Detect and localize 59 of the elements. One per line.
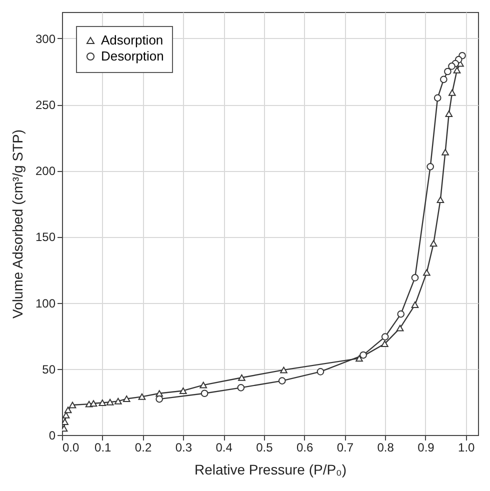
point — [280, 366, 288, 374]
point — [396, 324, 404, 332]
x-tick-label: 0.8 — [377, 440, 394, 454]
point — [381, 340, 388, 348]
y-tick-label: 0 — [48, 428, 56, 442]
x-tick-label: 0.6 — [296, 440, 314, 454]
legend-label: Desorption — [101, 48, 164, 64]
point — [444, 68, 452, 76]
y-tick-label: 150 — [35, 230, 56, 244]
y-tick-label: 250 — [35, 98, 56, 112]
point — [436, 196, 444, 203]
x-tick-label: 0.7 — [336, 440, 354, 454]
point — [423, 269, 430, 276]
x-tick-label: 0.9 — [418, 440, 435, 454]
y-tick-label: 200 — [35, 164, 56, 178]
point — [237, 384, 245, 392]
x-tick-label: 1.0 — [458, 440, 476, 454]
point — [278, 377, 286, 384]
point — [156, 395, 163, 403]
point — [426, 163, 434, 170]
x-tick-label: 0.5 — [256, 440, 274, 454]
point — [138, 393, 146, 400]
point — [316, 368, 324, 376]
point — [200, 390, 208, 398]
point — [448, 89, 456, 96]
point — [98, 400, 106, 406]
point — [445, 110, 453, 118]
point — [453, 66, 461, 74]
point — [442, 148, 449, 156]
legend-label: Adsorption — [101, 32, 164, 48]
point — [448, 62, 456, 70]
point — [397, 310, 405, 318]
point — [411, 302, 419, 308]
y-tick-label: 50 — [42, 362, 56, 376]
point — [200, 382, 208, 388]
x-axis-title: Relative Pressure (P/P₀) — [194, 462, 347, 478]
y-tick-label: 300 — [35, 32, 56, 46]
point — [106, 398, 114, 406]
point — [434, 94, 442, 102]
point — [90, 400, 98, 407]
point — [180, 387, 187, 394]
x-tick-label: 0.4 — [216, 440, 233, 454]
y-tick-label: 100 — [35, 296, 56, 310]
point — [360, 351, 367, 359]
point — [411, 274, 419, 282]
y-axis-title: Volume Adsorbed (cm³/g STP) — [9, 129, 26, 319]
point — [381, 333, 389, 340]
point — [64, 406, 72, 414]
point — [238, 374, 246, 381]
point — [430, 240, 438, 247]
x-tick-label: 0.1 — [94, 440, 112, 454]
point — [122, 396, 130, 402]
x-tick-label: 0.0 — [62, 440, 80, 454]
point — [68, 402, 76, 408]
x-tick-label: 0.3 — [175, 440, 192, 454]
point — [356, 355, 363, 362]
point — [114, 398, 122, 404]
x-tick-label: 0.2 — [134, 440, 152, 454]
point — [440, 76, 448, 84]
